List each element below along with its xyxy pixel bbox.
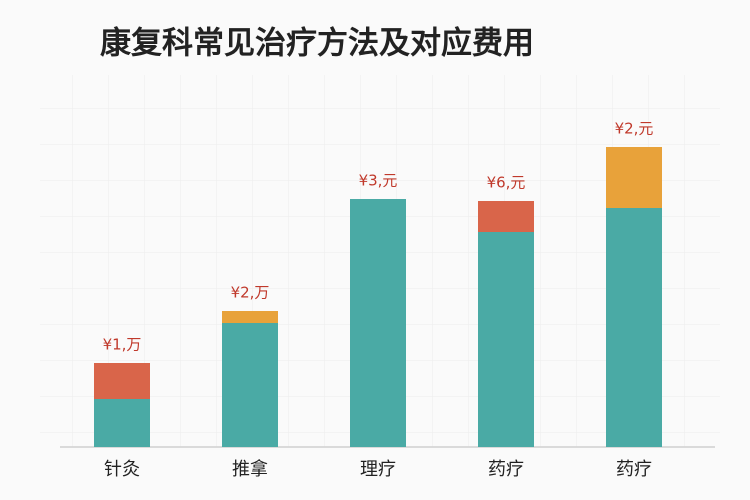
bar-segment	[94, 363, 150, 399]
x-tick-label: 药疗	[488, 459, 524, 480]
bar-segment	[478, 201, 534, 232]
x-tick-label: 理疗	[360, 459, 396, 480]
bar-segment	[222, 323, 278, 447]
bar-segment	[350, 199, 406, 447]
bar-label: ¥1,万	[103, 336, 142, 354]
bar-segment	[606, 208, 662, 447]
bar-label: ¥3,元	[359, 172, 398, 190]
bar-label: ¥2,元	[615, 120, 654, 138]
bar-segment	[222, 311, 278, 323]
bar-label: ¥2,万	[231, 284, 270, 302]
bar-segment	[94, 399, 150, 447]
x-tick-label: 药疗	[616, 459, 652, 480]
x-tick-label: 针灸	[104, 459, 140, 480]
chart-title: 康复科常见治疗方法及对应费用	[100, 26, 534, 62]
bar-segment	[478, 232, 534, 447]
bar-label: ¥6,元	[487, 174, 526, 192]
bar-segment	[606, 147, 662, 208]
x-tick-label: 推拿	[232, 458, 268, 480]
